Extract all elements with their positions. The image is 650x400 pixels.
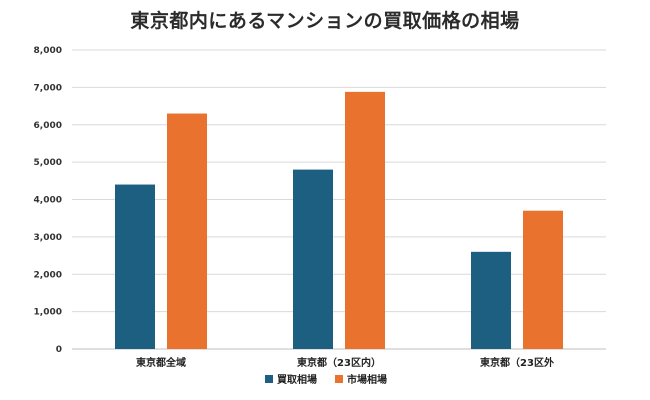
bar-shijo bbox=[167, 113, 207, 349]
bar-shijo bbox=[523, 210, 563, 349]
y-tick-label: 5,000 bbox=[34, 158, 62, 168]
chart-title: 東京都内にあるマンションの買取価格の相場 bbox=[130, 10, 520, 32]
y-tick-label: 7,000 bbox=[34, 83, 62, 93]
bar-kaitori bbox=[115, 184, 155, 349]
y-tick-label: 8,000 bbox=[34, 46, 62, 56]
y-tick-label: 2,000 bbox=[34, 270, 62, 280]
y-tick-label: 1,000 bbox=[34, 308, 62, 318]
y-tick-label: 6,000 bbox=[34, 121, 62, 131]
y-tick-label: 3,000 bbox=[34, 233, 62, 243]
bar-shijo bbox=[345, 91, 385, 350]
legend-swatch bbox=[265, 375, 273, 383]
y-tick-label: 0 bbox=[56, 345, 62, 355]
legend-label: 市場相場 bbox=[347, 373, 387, 386]
legend-swatch bbox=[335, 375, 343, 383]
y-tick-label: 4,000 bbox=[34, 196, 62, 206]
bar-kaitori bbox=[471, 251, 511, 349]
x-category-label: 東京都（23区内） bbox=[297, 356, 381, 369]
x-category-label: 東京都全域 bbox=[136, 356, 186, 369]
x-category-label: 東京都（23区外 bbox=[480, 356, 554, 369]
legend-label: 買取相場 bbox=[277, 373, 317, 386]
bar-kaitori bbox=[293, 169, 333, 349]
